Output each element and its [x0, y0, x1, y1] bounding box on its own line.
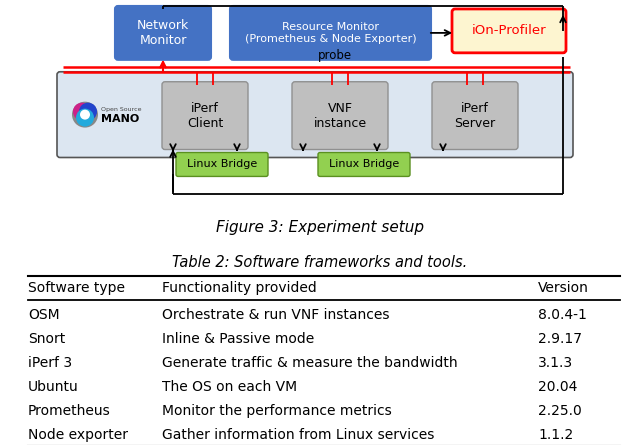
- FancyBboxPatch shape: [162, 82, 248, 150]
- Text: Gather information from Linux services: Gather information from Linux services: [162, 428, 435, 442]
- Text: OSM: OSM: [28, 308, 60, 322]
- Text: Open Source: Open Source: [101, 107, 141, 112]
- Text: 2.25.0: 2.25.0: [538, 404, 582, 418]
- Text: Network
Monitor: Network Monitor: [137, 19, 189, 47]
- Text: Linux Bridge: Linux Bridge: [329, 159, 399, 170]
- FancyBboxPatch shape: [292, 82, 388, 150]
- Text: MANO: MANO: [101, 113, 140, 124]
- Text: Resource Monitor
(Prometheus & Node Exporter): Resource Monitor (Prometheus & Node Expo…: [244, 22, 416, 44]
- Text: Node exporter: Node exporter: [28, 428, 128, 442]
- Text: iOn-Profiler: iOn-Profiler: [472, 24, 547, 37]
- Text: Software type: Software type: [28, 281, 125, 295]
- FancyBboxPatch shape: [318, 153, 410, 176]
- Text: Linux Bridge: Linux Bridge: [187, 159, 257, 170]
- Text: 1.1.2: 1.1.2: [538, 428, 573, 442]
- Circle shape: [80, 109, 90, 120]
- Text: iPerf 3: iPerf 3: [28, 356, 72, 370]
- Text: Orchestrate & run VNF instances: Orchestrate & run VNF instances: [162, 308, 390, 322]
- FancyBboxPatch shape: [230, 6, 431, 60]
- Text: probe: probe: [318, 49, 352, 62]
- Text: Generate traffic & measure the bandwidth: Generate traffic & measure the bandwidth: [162, 356, 458, 370]
- Text: 20.04: 20.04: [538, 380, 577, 394]
- Text: Version: Version: [538, 281, 589, 295]
- FancyBboxPatch shape: [57, 72, 573, 158]
- Text: Figure 3: Experiment setup: Figure 3: Experiment setup: [216, 220, 424, 235]
- FancyBboxPatch shape: [176, 153, 268, 176]
- Text: Functionality provided: Functionality provided: [162, 281, 317, 295]
- Circle shape: [79, 103, 97, 121]
- Text: 3.1.3: 3.1.3: [538, 356, 573, 370]
- Text: Ubuntu: Ubuntu: [28, 380, 79, 394]
- FancyBboxPatch shape: [432, 82, 518, 150]
- Text: 2.9.17: 2.9.17: [538, 332, 582, 346]
- Text: Inline & Passive mode: Inline & Passive mode: [162, 332, 314, 346]
- Text: The OS on each VM: The OS on each VM: [162, 380, 297, 394]
- Text: Prometheus: Prometheus: [28, 404, 111, 418]
- Text: VNF
instance: VNF instance: [314, 101, 367, 129]
- Circle shape: [72, 101, 98, 128]
- Text: Table 2: Software frameworks and tools.: Table 2: Software frameworks and tools.: [172, 255, 468, 270]
- FancyBboxPatch shape: [115, 6, 211, 60]
- Circle shape: [73, 103, 91, 121]
- FancyBboxPatch shape: [452, 9, 566, 53]
- Text: Monitor the performance metrics: Monitor the performance metrics: [162, 404, 392, 418]
- Text: iPerf
Client: iPerf Client: [187, 101, 223, 129]
- Text: Snort: Snort: [28, 332, 65, 346]
- Text: iPerf
Server: iPerf Server: [454, 101, 495, 129]
- Text: 8.0.4-1: 8.0.4-1: [538, 308, 587, 322]
- Circle shape: [76, 109, 94, 126]
